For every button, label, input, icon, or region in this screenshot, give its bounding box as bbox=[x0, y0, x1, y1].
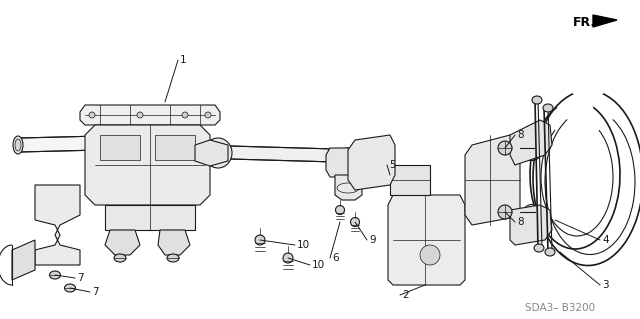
Polygon shape bbox=[105, 205, 195, 230]
Polygon shape bbox=[195, 140, 228, 166]
Polygon shape bbox=[105, 230, 140, 255]
Polygon shape bbox=[335, 175, 362, 200]
Ellipse shape bbox=[335, 205, 344, 214]
Polygon shape bbox=[155, 135, 195, 160]
Text: 5: 5 bbox=[389, 160, 396, 170]
Ellipse shape bbox=[335, 148, 361, 176]
Text: 6: 6 bbox=[332, 253, 339, 263]
Ellipse shape bbox=[209, 143, 227, 163]
Text: 3: 3 bbox=[602, 280, 609, 290]
Polygon shape bbox=[388, 195, 465, 285]
Ellipse shape bbox=[15, 139, 21, 151]
Ellipse shape bbox=[283, 253, 293, 263]
Ellipse shape bbox=[65, 284, 76, 292]
Ellipse shape bbox=[420, 245, 440, 265]
Ellipse shape bbox=[543, 104, 553, 112]
Ellipse shape bbox=[498, 141, 512, 155]
Text: 7: 7 bbox=[77, 273, 84, 283]
Text: 9: 9 bbox=[369, 235, 376, 245]
Ellipse shape bbox=[351, 218, 360, 226]
Text: 7: 7 bbox=[92, 287, 99, 297]
Text: FR.: FR. bbox=[573, 17, 596, 29]
Ellipse shape bbox=[182, 112, 188, 118]
Ellipse shape bbox=[13, 136, 23, 154]
Polygon shape bbox=[158, 230, 190, 255]
Text: 8: 8 bbox=[517, 130, 524, 140]
Text: 8: 8 bbox=[517, 217, 524, 227]
Polygon shape bbox=[348, 135, 395, 190]
Polygon shape bbox=[80, 105, 220, 125]
Ellipse shape bbox=[114, 254, 126, 262]
Text: 10: 10 bbox=[297, 240, 310, 250]
Polygon shape bbox=[593, 15, 617, 27]
Polygon shape bbox=[100, 135, 140, 160]
Text: 1: 1 bbox=[180, 55, 187, 65]
Ellipse shape bbox=[214, 149, 222, 157]
Ellipse shape bbox=[498, 205, 512, 219]
Polygon shape bbox=[326, 148, 370, 177]
Ellipse shape bbox=[255, 235, 265, 245]
Polygon shape bbox=[510, 120, 552, 165]
Ellipse shape bbox=[137, 112, 143, 118]
Polygon shape bbox=[195, 145, 335, 162]
Polygon shape bbox=[12, 240, 35, 280]
Ellipse shape bbox=[49, 271, 61, 279]
Text: SDA3– B3200: SDA3– B3200 bbox=[525, 303, 595, 313]
Ellipse shape bbox=[167, 254, 179, 262]
Ellipse shape bbox=[545, 248, 555, 256]
Ellipse shape bbox=[534, 244, 544, 252]
Ellipse shape bbox=[205, 112, 211, 118]
Ellipse shape bbox=[340, 153, 356, 171]
Ellipse shape bbox=[89, 112, 95, 118]
Polygon shape bbox=[390, 165, 430, 195]
Text: 10: 10 bbox=[312, 260, 325, 270]
Ellipse shape bbox=[204, 138, 232, 168]
Polygon shape bbox=[35, 185, 80, 265]
Ellipse shape bbox=[344, 159, 351, 166]
Polygon shape bbox=[510, 205, 552, 245]
Text: 2: 2 bbox=[402, 290, 408, 300]
Text: 4: 4 bbox=[602, 235, 609, 245]
Polygon shape bbox=[20, 136, 100, 152]
Polygon shape bbox=[465, 135, 520, 225]
Ellipse shape bbox=[532, 96, 542, 104]
Polygon shape bbox=[85, 125, 210, 205]
